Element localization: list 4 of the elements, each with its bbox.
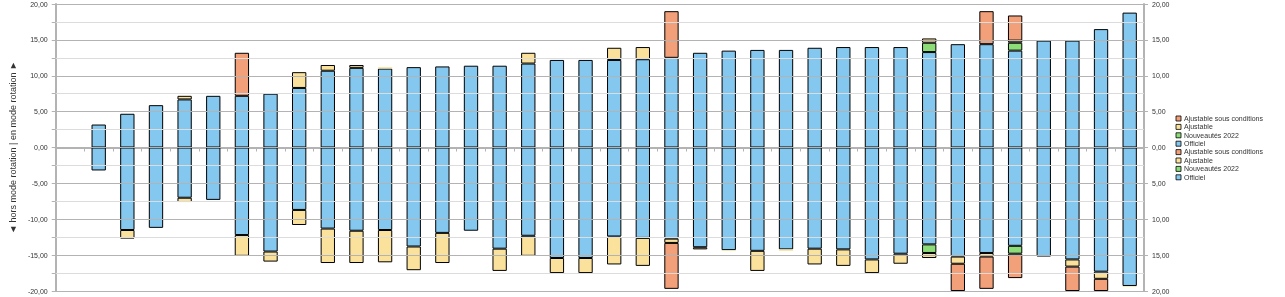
y-axis-title: ◄ hors mode rotation | en mode rotation ► — [7, 61, 18, 234]
bar — [1007, 15, 1023, 41]
bar — [664, 242, 679, 289]
bar — [979, 256, 994, 289]
